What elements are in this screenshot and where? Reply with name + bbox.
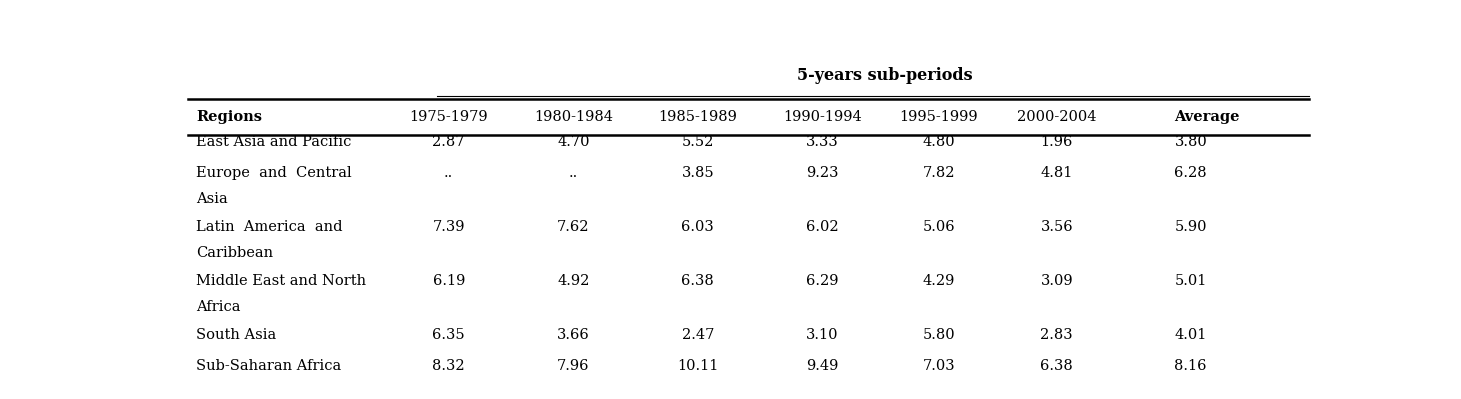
Text: Asia: Asia xyxy=(196,192,228,206)
Text: East Asia and Pacific: East Asia and Pacific xyxy=(196,134,352,148)
Text: 3.56: 3.56 xyxy=(1040,220,1072,234)
Text: 8.32: 8.32 xyxy=(432,359,465,373)
Text: 6.38: 6.38 xyxy=(681,274,714,288)
Text: 6.02: 6.02 xyxy=(806,220,839,234)
Text: 7.82: 7.82 xyxy=(923,166,955,180)
Text: 2.87: 2.87 xyxy=(432,134,465,148)
Text: 5.01: 5.01 xyxy=(1175,274,1207,288)
Text: 3.85: 3.85 xyxy=(681,166,714,180)
Text: 1985-1989: 1985-1989 xyxy=(659,110,738,124)
Text: Europe  and  Central: Europe and Central xyxy=(196,166,352,180)
Text: 1990-1994: 1990-1994 xyxy=(783,110,862,124)
Text: 2.47: 2.47 xyxy=(682,328,714,342)
Text: 2000-2004: 2000-2004 xyxy=(1017,110,1097,124)
Text: 1.96: 1.96 xyxy=(1040,134,1072,148)
Text: 6.35: 6.35 xyxy=(432,328,465,342)
Text: 7.39: 7.39 xyxy=(432,220,465,234)
Text: 6.29: 6.29 xyxy=(806,274,839,288)
Text: 3.80: 3.80 xyxy=(1175,134,1207,148)
Text: 5.52: 5.52 xyxy=(682,134,714,148)
Text: 4.70: 4.70 xyxy=(557,134,589,148)
Text: 9.23: 9.23 xyxy=(806,166,839,180)
Text: 7.03: 7.03 xyxy=(923,359,955,373)
Text: 7.62: 7.62 xyxy=(557,220,589,234)
Text: 1975-1979: 1975-1979 xyxy=(409,110,488,124)
Text: 6.38: 6.38 xyxy=(1040,359,1074,373)
Text: South Asia: South Asia xyxy=(196,328,276,342)
Text: 6.19: 6.19 xyxy=(432,274,465,288)
Text: 3.09: 3.09 xyxy=(1040,274,1072,288)
Text: Africa: Africa xyxy=(196,300,241,314)
Text: 5.80: 5.80 xyxy=(923,328,955,342)
Text: 1980-1984: 1980-1984 xyxy=(533,110,612,124)
Text: 7.96: 7.96 xyxy=(557,359,589,373)
Text: Average: Average xyxy=(1175,110,1240,124)
Text: Latin  America  and: Latin America and xyxy=(196,220,343,234)
Text: 2.83: 2.83 xyxy=(1040,328,1072,342)
Text: Caribbean: Caribbean xyxy=(196,246,273,260)
Text: 4.92: 4.92 xyxy=(557,274,589,288)
Text: ..: .. xyxy=(568,166,579,180)
Text: 9.49: 9.49 xyxy=(806,359,839,373)
Text: 5-years sub-periods: 5-years sub-periods xyxy=(796,67,973,84)
Text: 5.06: 5.06 xyxy=(923,220,955,234)
Text: 4.29: 4.29 xyxy=(923,274,955,288)
Text: Regions: Regions xyxy=(196,110,262,124)
Text: 6.28: 6.28 xyxy=(1175,166,1207,180)
Text: 3.10: 3.10 xyxy=(806,328,839,342)
Text: 10.11: 10.11 xyxy=(676,359,719,373)
Text: ..: .. xyxy=(444,166,453,180)
Text: 1995-1999: 1995-1999 xyxy=(900,110,979,124)
Text: Middle East and North: Middle East and North xyxy=(196,274,367,288)
Text: 8.16: 8.16 xyxy=(1175,359,1207,373)
Text: 5.90: 5.90 xyxy=(1175,220,1207,234)
Text: 3.66: 3.66 xyxy=(557,328,590,342)
Text: 4.81: 4.81 xyxy=(1040,166,1072,180)
Text: 6.03: 6.03 xyxy=(681,220,714,234)
Text: 4.01: 4.01 xyxy=(1175,328,1207,342)
Text: 4.80: 4.80 xyxy=(923,134,955,148)
Text: Sub-Saharan Africa: Sub-Saharan Africa xyxy=(196,359,342,373)
Text: 3.33: 3.33 xyxy=(806,134,839,148)
